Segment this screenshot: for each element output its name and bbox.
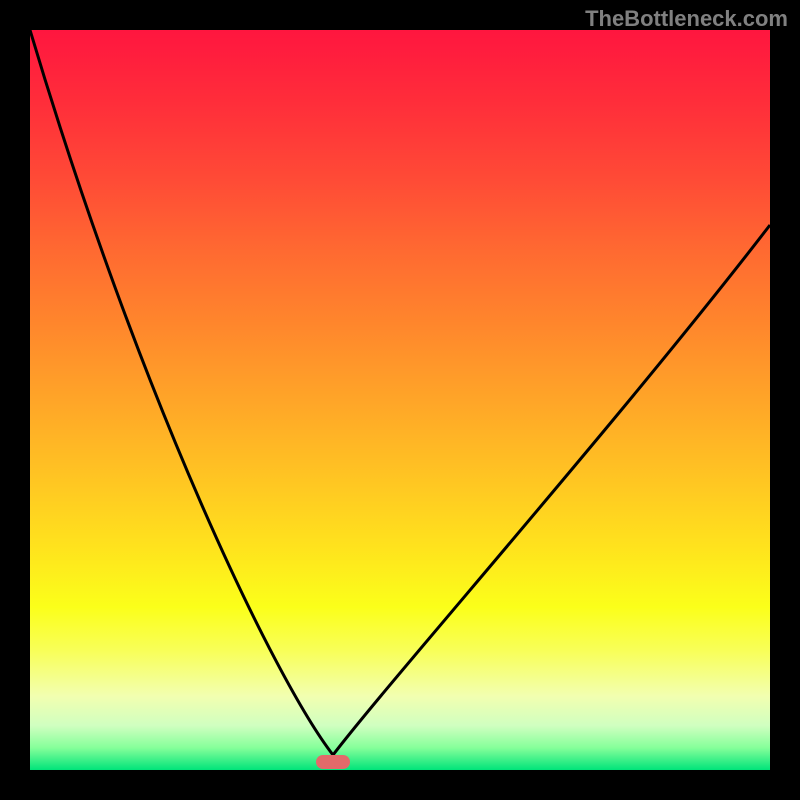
optimum-marker	[316, 755, 350, 769]
plot-area	[30, 30, 770, 770]
chart-container: TheBottleneck.com	[0, 0, 800, 800]
watermark-text: TheBottleneck.com	[585, 6, 788, 32]
